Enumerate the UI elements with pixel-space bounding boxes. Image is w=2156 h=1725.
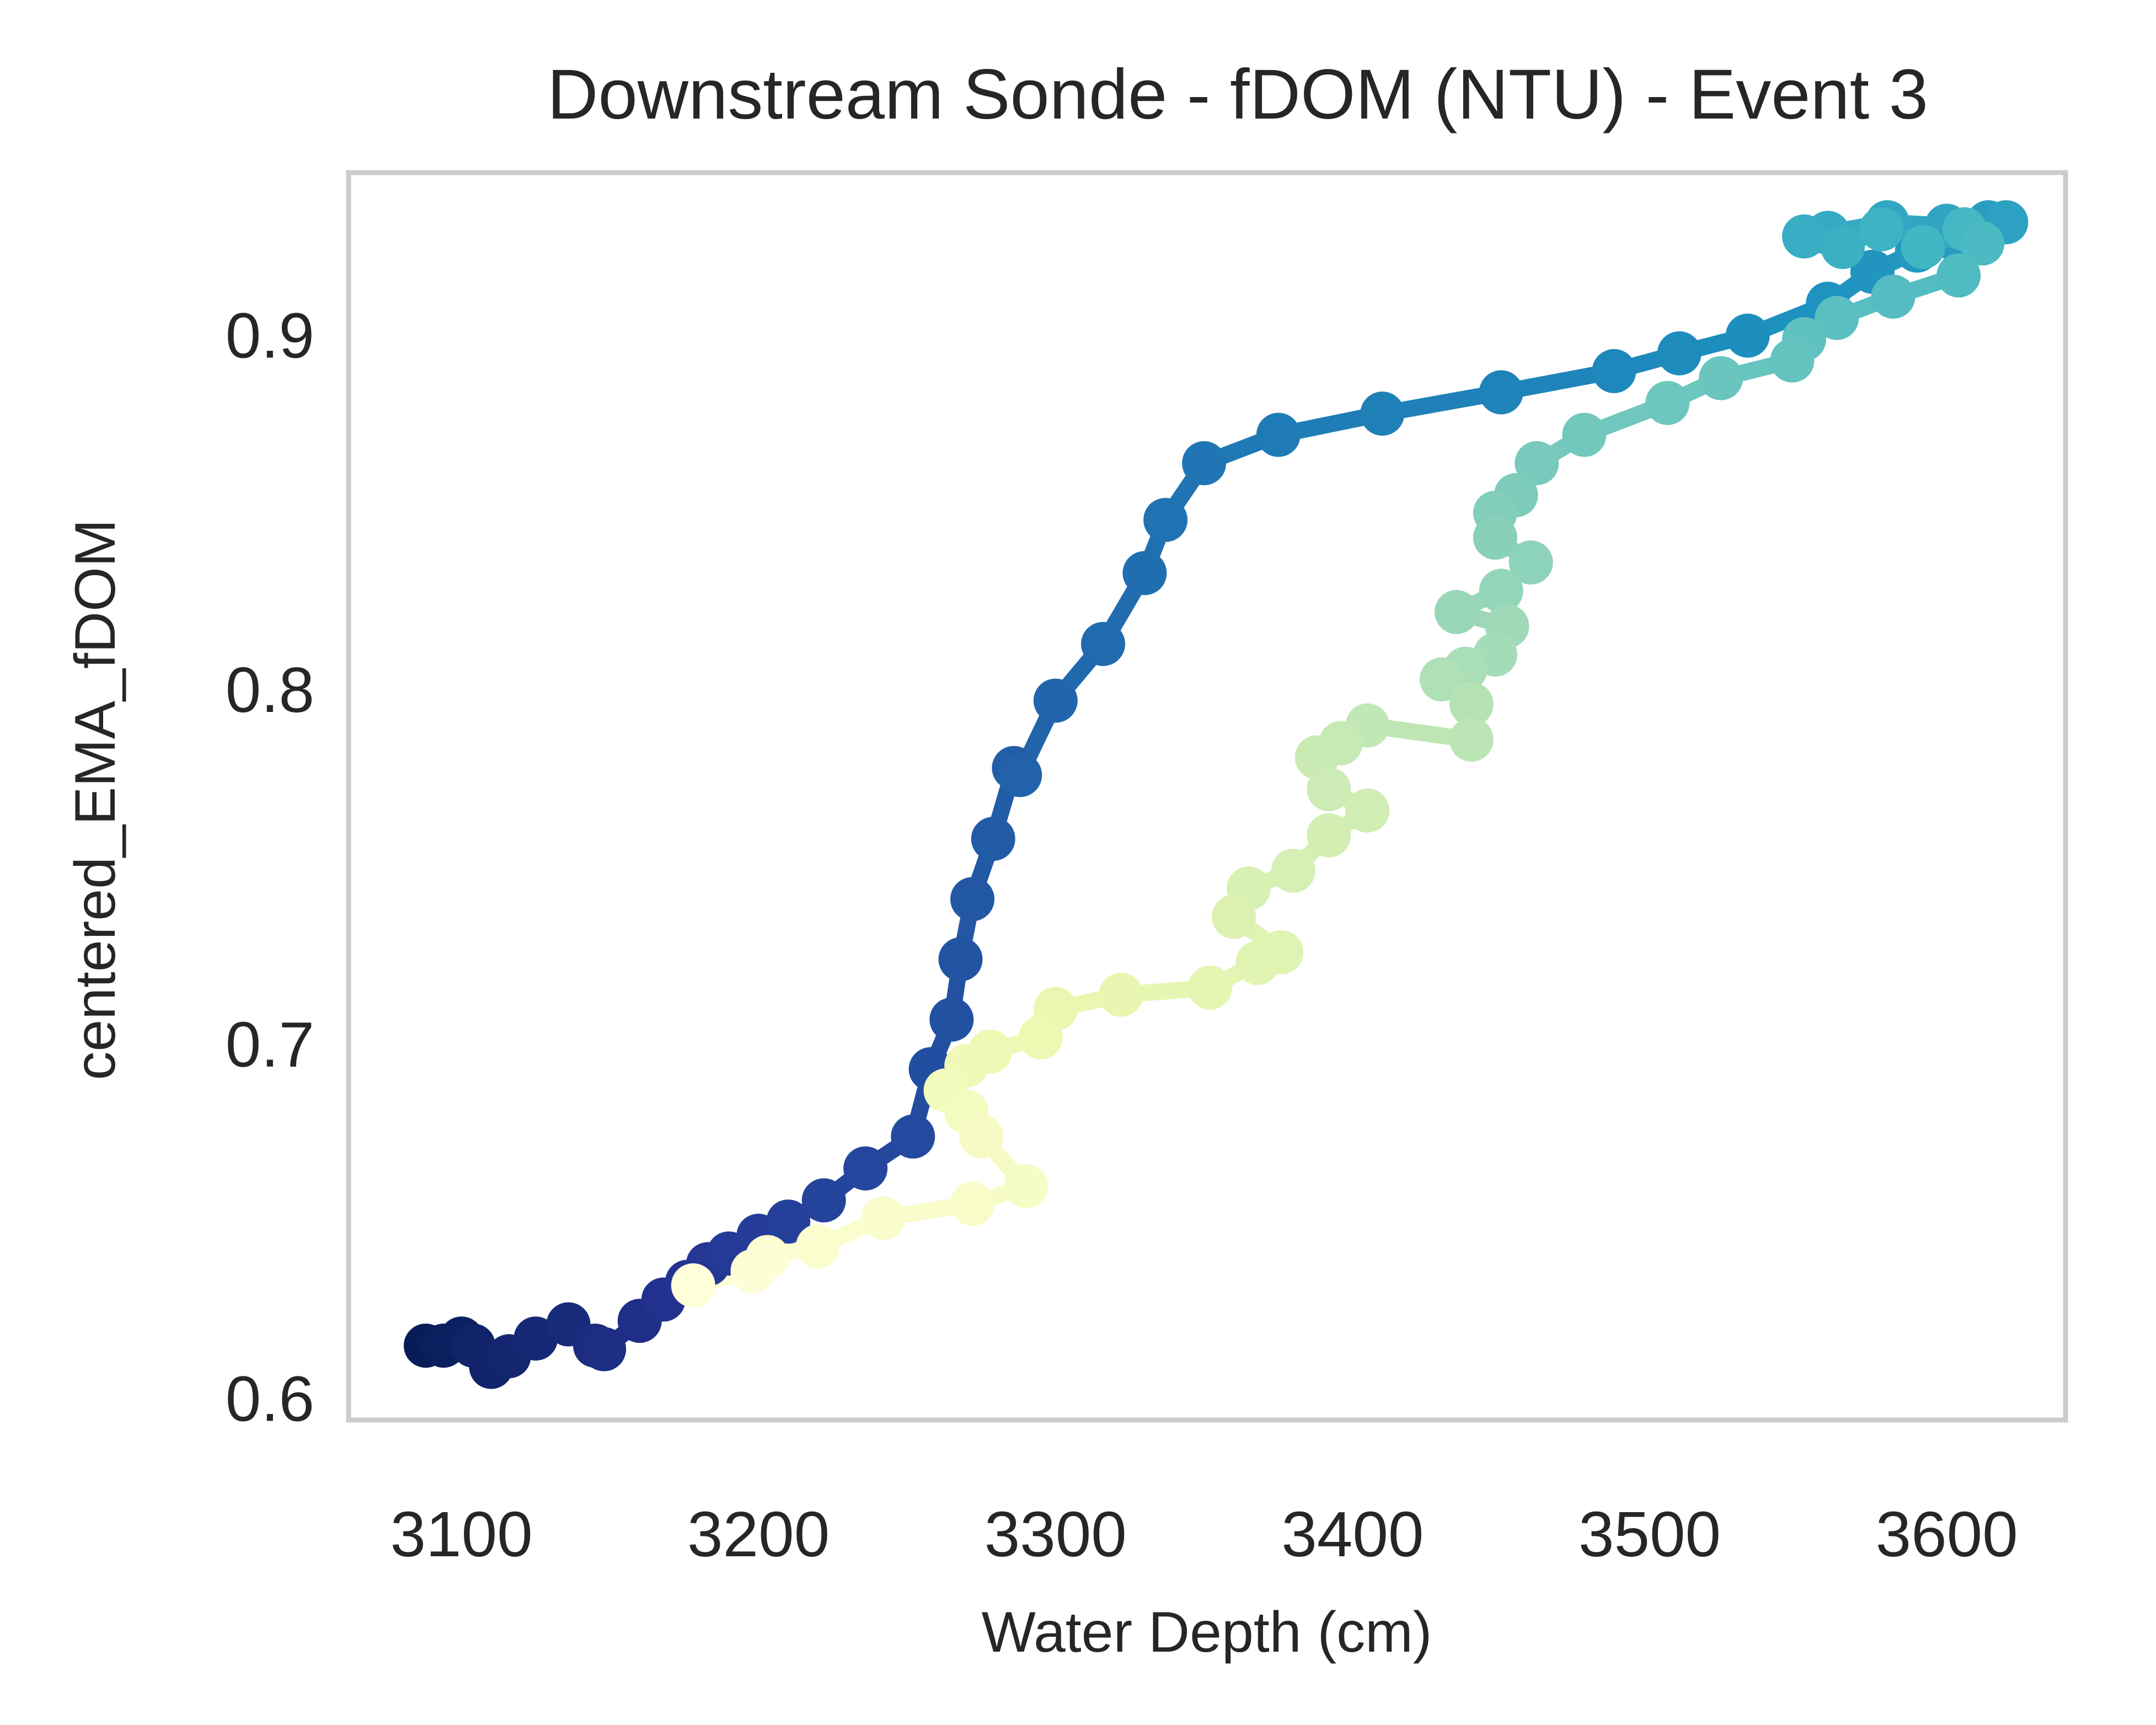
data-point — [938, 937, 983, 982]
data-point — [1360, 392, 1405, 436]
data-point — [1018, 1015, 1063, 1059]
data-point — [1122, 551, 1167, 596]
x-axis-label: Water Depth (cm) — [982, 1600, 1432, 1664]
data-point — [1182, 441, 1227, 485]
data-point — [1212, 894, 1256, 939]
data-point — [730, 1249, 775, 1294]
data-point — [1479, 569, 1523, 613]
data-point — [1782, 214, 1826, 259]
data-point — [1420, 657, 1464, 701]
data-point — [1434, 590, 1479, 634]
data-point — [1143, 497, 1188, 542]
data-point — [766, 1199, 811, 1244]
data-point — [1081, 622, 1125, 666]
data-point — [1901, 224, 1945, 269]
x-tick-label: 3600 — [1876, 1498, 2018, 1570]
data-point — [1479, 370, 1523, 415]
data-point — [1449, 717, 1494, 762]
data-point — [1821, 224, 1865, 269]
data-point — [1562, 413, 1607, 457]
data-point — [1345, 788, 1390, 833]
x-tick-label: 3200 — [687, 1498, 830, 1570]
data-point — [1473, 515, 1517, 560]
x-axis-ticks: 3100 3200 3300 3400 3500 3600 — [390, 1498, 2018, 1570]
plot-area — [404, 200, 2029, 1389]
data-point — [1271, 848, 1315, 893]
data-point — [891, 1114, 935, 1159]
data-point — [861, 1196, 906, 1240]
data-point — [1515, 441, 1559, 485]
x-tick-label: 3500 — [1579, 1498, 1721, 1570]
data-point — [959, 1114, 1004, 1159]
data-point — [1725, 313, 1770, 358]
data-point — [998, 753, 1042, 797]
data-point — [929, 997, 974, 1042]
data-point — [582, 1327, 627, 1372]
chart-title: Downstream Sonde - fDOM (NTU) - Event 3 — [547, 55, 1928, 134]
data-point — [1307, 767, 1351, 812]
data-point — [1699, 356, 1743, 400]
data-point — [1187, 966, 1232, 1010]
data-point — [801, 1178, 846, 1223]
axes-frame — [346, 170, 2068, 1423]
y-tick-label: 0.8 — [226, 654, 314, 726]
data-point — [671, 1263, 715, 1308]
data-point — [1449, 682, 1494, 726]
x-tick-label: 3400 — [1281, 1498, 1424, 1570]
data-point — [1099, 972, 1143, 1017]
data-point — [1235, 941, 1280, 985]
data-point — [1871, 274, 1916, 319]
data-point — [1815, 296, 1859, 340]
x-tick-label: 3100 — [390, 1498, 533, 1570]
data-point — [950, 1182, 994, 1226]
x-tick-label: 3300 — [985, 1498, 1127, 1570]
data-point — [1936, 253, 1981, 298]
data-point — [1859, 207, 1904, 251]
data-point — [971, 817, 1015, 861]
data-point — [1033, 678, 1078, 723]
data-point — [1508, 540, 1553, 585]
data-point — [950, 877, 994, 922]
data-point — [1770, 338, 1815, 383]
y-tick-label: 0.6 — [226, 1363, 314, 1434]
data-point — [1256, 413, 1301, 457]
data-point — [1592, 349, 1636, 393]
y-axis-label: centered_EMA_fDOM — [63, 519, 127, 1080]
y-axis-ticks: 0.6 0.7 0.8 0.9 — [226, 300, 314, 1435]
data-point — [1307, 813, 1351, 858]
data-point — [796, 1224, 840, 1269]
data-point — [1645, 381, 1690, 425]
data-point — [1657, 331, 1702, 376]
y-tick-label: 0.9 — [226, 300, 314, 372]
data-point — [1960, 221, 2005, 266]
y-tick-label: 0.7 — [226, 1009, 314, 1080]
data-point — [843, 1146, 888, 1191]
data-point — [1004, 1164, 1048, 1208]
